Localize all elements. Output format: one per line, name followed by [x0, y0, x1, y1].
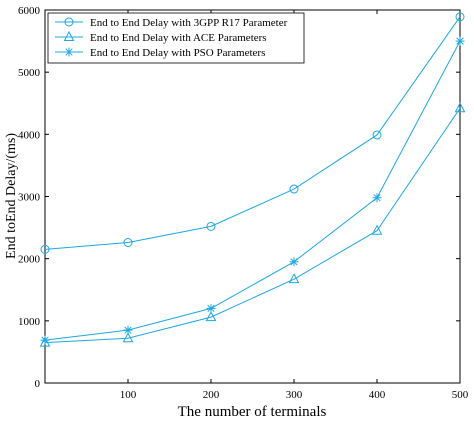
- data-point: [454, 102, 466, 113]
- data-point: [455, 12, 465, 22]
- legend-label: End to End Delay with PSO Parameters: [90, 47, 265, 59]
- x-axis-title: The number of terminals: [178, 404, 327, 420]
- x-tick-label: 400: [369, 389, 386, 401]
- legend: End to End Delay with 3GPP R17 Parameter…: [47, 12, 305, 64]
- legend-marker: [63, 30, 75, 41]
- data-point: [205, 311, 217, 322]
- legend-box: [47, 12, 305, 64]
- data-point: [372, 130, 382, 140]
- y-tick-label: 5000: [18, 67, 41, 79]
- data-point: [288, 273, 300, 284]
- legend-label: End to End Delay with 3GPP R17 Parameter: [90, 17, 288, 29]
- series-layer: [39, 12, 466, 347]
- series-line: [44, 16, 461, 250]
- data-point: [289, 257, 299, 267]
- x-tick-label: 200: [203, 389, 220, 401]
- data-point: [455, 36, 465, 46]
- y-tick-label: 6000: [18, 5, 41, 17]
- data-point: [123, 325, 133, 335]
- x-tick-label: 100: [120, 389, 137, 401]
- data-point: [40, 244, 50, 254]
- y-tick-label: 4000: [18, 129, 41, 141]
- series-asterisk: [40, 36, 465, 345]
- x-tick-label: 500: [452, 389, 469, 401]
- legend-label: End to End Delay with ACE Parameters: [90, 32, 267, 44]
- legend-marker: [64, 17, 74, 27]
- legend-items: End to End Delay with 3GPP R17 Parameter…: [55, 17, 288, 59]
- data-point: [206, 221, 216, 231]
- data-point: [123, 238, 133, 248]
- y-axis-title: End toEnd Delay/(ms): [4, 133, 19, 259]
- data-point: [289, 184, 299, 194]
- legend-marker: [64, 47, 74, 57]
- data-point: [40, 335, 50, 345]
- y-tick-label: 2000: [18, 254, 41, 266]
- series-circle: [40, 12, 465, 254]
- series-line: [44, 40, 461, 341]
- y-tick-label: 3000: [18, 192, 41, 204]
- data-point: [372, 193, 382, 203]
- plot-area: [44, 9, 461, 384]
- axis-ticks: 0 1000 2000 3000 4000 5000 6000 100 200 300 400 500: [18, 5, 469, 401]
- series-line: [44, 107, 461, 344]
- data-point: [122, 332, 134, 343]
- data-point: [206, 303, 216, 313]
- y-tick-label: 0: [35, 378, 41, 390]
- y-tick-label: 1000: [18, 316, 41, 328]
- data-point: [371, 224, 383, 235]
- x-tick-label: 300: [286, 389, 303, 401]
